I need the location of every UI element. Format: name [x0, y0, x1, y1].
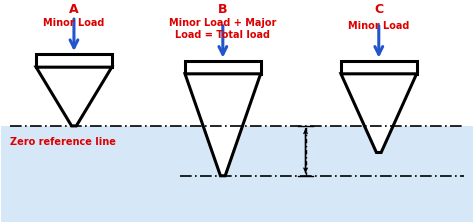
Polygon shape	[36, 54, 112, 67]
Text: Minor Load + Major
Load = Total load: Minor Load + Major Load = Total load	[169, 19, 276, 40]
Text: B: B	[218, 3, 228, 16]
Polygon shape	[185, 74, 261, 176]
Text: C: C	[374, 3, 383, 16]
Polygon shape	[36, 67, 112, 126]
Text: Minor Load: Minor Load	[43, 19, 105, 28]
Text: Zero reference line: Zero reference line	[10, 137, 116, 147]
Polygon shape	[341, 74, 417, 153]
Bar	[0, 126, 474, 222]
Polygon shape	[341, 60, 417, 74]
Polygon shape	[185, 60, 261, 74]
Text: A: A	[69, 3, 79, 16]
Text: Minor Load: Minor Load	[348, 21, 410, 31]
